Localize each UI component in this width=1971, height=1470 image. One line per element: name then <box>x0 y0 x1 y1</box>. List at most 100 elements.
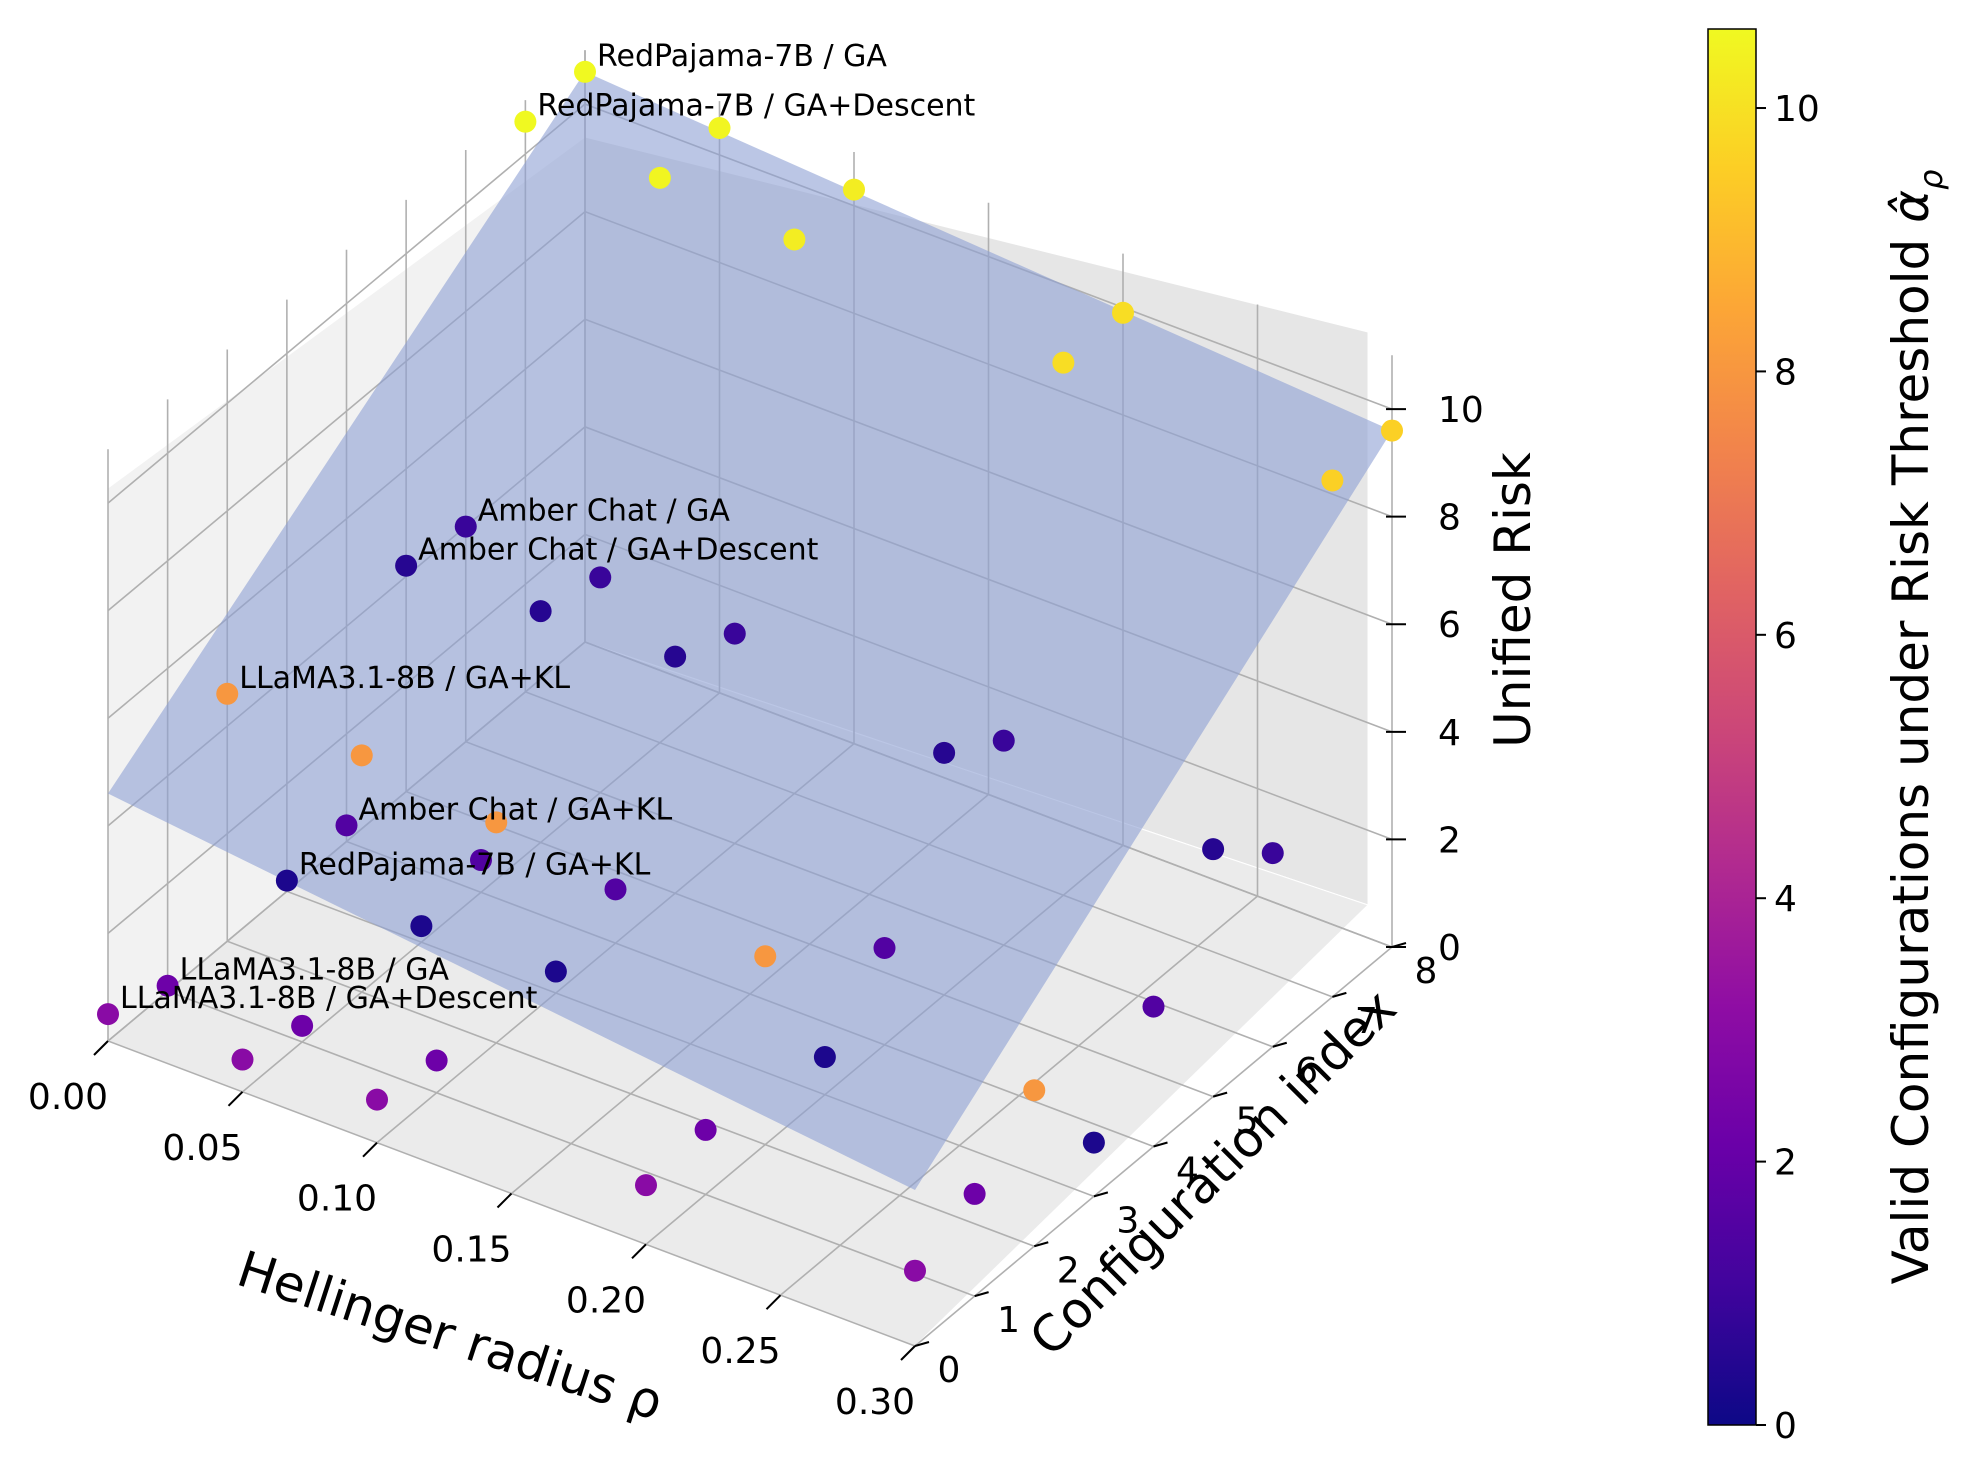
scatter-point <box>754 945 777 968</box>
scatter-point <box>1082 1131 1105 1154</box>
scatter-point <box>97 1003 119 1026</box>
point-annotation: LLaMA3.1-8B / GA+KL <box>239 661 570 696</box>
scatter-point <box>410 915 433 938</box>
colorbar-tick-label: 8 <box>1774 352 1797 393</box>
y-tick-label: 4 <box>1176 1151 1199 1192</box>
y-tick-mark <box>1272 1041 1288 1048</box>
scatter-point <box>589 566 612 589</box>
scatter-point <box>963 1182 986 1205</box>
scatter-point <box>470 849 492 872</box>
point-annotation: LLaMA3.1-8B / GA <box>180 953 450 988</box>
point-annotation: Amber Chat / GA+Descent <box>418 533 818 568</box>
scatter-point <box>1202 838 1225 861</box>
point-annotation: RedPajama-7B / GA+Descent <box>537 89 975 124</box>
y-tick-mark <box>1153 1141 1168 1148</box>
scatter-point <box>1261 842 1284 865</box>
scatter-point <box>933 741 956 764</box>
scatter-point <box>1052 351 1075 374</box>
y-tick-label: 6 <box>1295 1051 1318 1092</box>
scatter-point <box>291 1014 314 1037</box>
scatter-point <box>395 554 418 577</box>
colorbar-tick-label: 4 <box>1774 879 1797 920</box>
scatter-point <box>648 166 671 189</box>
scatter-point <box>574 60 596 83</box>
scatter-point <box>425 1049 448 1072</box>
z-tick-label: 6 <box>1438 605 1461 646</box>
scatter-point <box>1023 1079 1046 1102</box>
x-tick-mark <box>93 1040 109 1056</box>
scatter-point <box>156 974 179 997</box>
y-tick-label: 2 <box>1057 1250 1080 1291</box>
y-tick-mark <box>1332 991 1347 998</box>
x-tick-label: 0.20 <box>566 1280 646 1321</box>
colorbar-ticks: 0 2 4 6 8 10 <box>1756 89 1820 1447</box>
x-tick-label: 0.25 <box>700 1331 780 1372</box>
scatter-point <box>1321 469 1344 492</box>
y-tick-mark <box>1212 1091 1228 1098</box>
point-annotation: RedPajama-7B / GA+KL <box>299 848 651 883</box>
x-tick-mark <box>227 1091 244 1107</box>
colorbar: 0 2 4 6 8 10 Valid Configurations under Risk … <box>1707 28 1950 1447</box>
scatter-point <box>1112 301 1134 324</box>
colorbar-gradient <box>1707 28 1757 1426</box>
y-tick-label: 8 <box>1415 951 1438 992</box>
y-tick-label: 0 <box>938 1350 961 1391</box>
z-tick-label: 2 <box>1438 820 1461 861</box>
scatter-point <box>783 228 806 251</box>
scatter-point <box>1381 419 1403 442</box>
scatter-point <box>231 1048 254 1071</box>
y-tick-label: 7 <box>1355 1001 1378 1042</box>
scatter-point <box>604 878 627 901</box>
z-tick-label: 8 <box>1438 498 1461 539</box>
x-tick-mark <box>362 1141 378 1158</box>
colorbar-label: Valid Configurations under Risk Threshol… <box>1882 170 1950 1285</box>
x-tick-label: 0.15 <box>431 1230 511 1271</box>
z-tick-label: 4 <box>1438 713 1461 754</box>
scatter-point <box>1142 995 1165 1018</box>
y-tick-label: 1 <box>997 1300 1020 1341</box>
colorbar-label-text: Valid Configurations under Risk Threshol… <box>1882 223 1940 1285</box>
point-annotation: Amber Chat / GA <box>478 494 731 529</box>
scatter-point <box>454 515 477 538</box>
y-tick-mark <box>1093 1191 1109 1198</box>
scatter-point <box>723 622 746 645</box>
axis-ticks: 0.000.050.100.150.200.250.30012345678024… <box>28 390 1484 1423</box>
scatter-point <box>873 937 896 960</box>
colorbar-tick-label: 2 <box>1774 1143 1797 1184</box>
point-annotation: RedPajama-7B / GA <box>597 39 887 74</box>
z-axis-label: Unified Risk <box>1484 452 1542 748</box>
colorbar-tick-label: 0 <box>1774 1406 1797 1447</box>
point-annotation: LLaMA3.1-8B / GA+Descent <box>120 981 538 1016</box>
point-annotation: Amber Chat / GA+KL <box>359 792 673 827</box>
z-tick-label: 10 <box>1438 390 1484 431</box>
scatter-point <box>529 600 552 623</box>
scatter-point <box>708 117 731 140</box>
x-tick-mark <box>765 1294 782 1310</box>
scatter-point <box>514 110 537 133</box>
z-tick-label: 0 <box>1438 928 1461 969</box>
surface-plane <box>108 71 1392 1191</box>
scatter-point <box>366 1088 388 1111</box>
scatter-point <box>664 645 687 668</box>
scatter-point <box>813 1046 836 1069</box>
scatter-point <box>275 869 298 892</box>
scatter-point <box>485 811 508 834</box>
x-tick-label: 0.05 <box>162 1128 242 1169</box>
y-tick-mark <box>1033 1241 1049 1248</box>
x-tick-mark <box>631 1243 647 1260</box>
scatter-point <box>216 682 239 705</box>
y-tick-label: 5 <box>1236 1101 1259 1142</box>
y-tick-mark <box>974 1291 989 1298</box>
scatter-point <box>335 814 358 837</box>
colorbar-label-symbol: α̂ <box>1882 190 1940 223</box>
colorbar-tick-label: 6 <box>1774 616 1797 657</box>
scatter-point <box>843 178 865 201</box>
x-tick-label: 0.30 <box>835 1382 915 1423</box>
x-tick-label: 0.10 <box>297 1179 377 1220</box>
scatter-point <box>904 1259 926 1282</box>
x-tick-mark <box>496 1192 513 1209</box>
y-tick-label: 3 <box>1116 1200 1139 1241</box>
point-annotations: RedPajama-7B / GA RedPajama-7B / GA+Desce… <box>120 39 976 1016</box>
scatter-point <box>350 744 373 767</box>
